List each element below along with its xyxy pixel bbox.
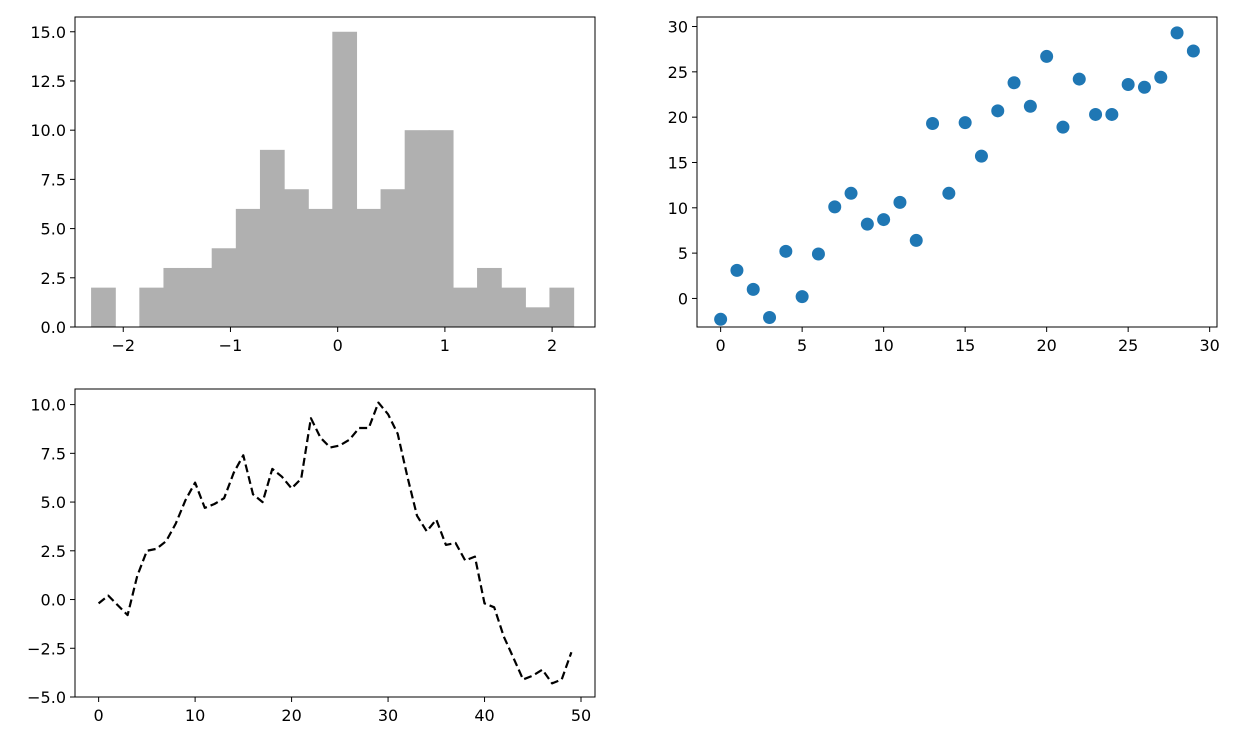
y-tick-label: −2.5 (27, 639, 66, 658)
scatter-point (828, 200, 842, 214)
histogram-bar (452, 287, 478, 327)
x-tick-label: 20 (1036, 336, 1056, 355)
scatter-point (1186, 44, 1200, 58)
histogram-bar (380, 189, 406, 327)
x-tick-label: 40 (474, 706, 494, 725)
histogram-bar (187, 267, 213, 327)
x-tick-label: 1 (440, 336, 450, 355)
x-tick-label: 0 (94, 706, 104, 725)
histogram-bar (163, 267, 189, 327)
scatter-point (1105, 107, 1119, 121)
axes-frame (696, 16, 1218, 328)
y-tick-label: 7.5 (41, 170, 66, 189)
y-tick-label: 7.5 (41, 444, 66, 463)
scatter-point (958, 116, 972, 130)
plot-area (97, 401, 573, 685)
histogram-bar (91, 287, 116, 327)
y-tick-label: 10 (668, 199, 688, 218)
x-tick-label: 30 (378, 706, 398, 725)
x-tick-label: 2 (547, 336, 557, 355)
x-tick-label: 30 (1199, 336, 1219, 355)
series-line (97, 401, 573, 685)
y-tick-label: 0.0 (41, 591, 66, 610)
scatter-point (991, 104, 1005, 118)
histogram-bar (259, 149, 285, 327)
histogram-bar (428, 130, 454, 327)
scatter-point (1023, 99, 1037, 113)
y-tick-label: 5.0 (41, 493, 66, 512)
x-tick-label: −2 (111, 336, 135, 355)
histogram-bar (284, 189, 309, 327)
scatter-panel: 0 5 10 15 20 25 30 0 5 10 15 20 25 30 (668, 16, 1220, 355)
x-tick-label: 10 (185, 706, 205, 725)
plot-area (714, 26, 1200, 326)
histogram-bar (525, 307, 551, 327)
scatter-point (893, 195, 907, 209)
x-tick-label: 5 (797, 336, 807, 355)
histogram-bar (308, 208, 333, 327)
scatter-point (1056, 120, 1070, 134)
scatter-point (1007, 76, 1021, 90)
scatter-point (1137, 80, 1151, 94)
x-tick-label: 10 (873, 336, 893, 355)
y-tick-label: 2.5 (41, 542, 66, 561)
histogram-bar (404, 130, 430, 327)
scatter-point (1089, 107, 1103, 121)
y-tick-label: 5 (678, 244, 688, 263)
scatter-point (1121, 78, 1135, 92)
y-tick-label: 30 (668, 18, 688, 37)
x-tick-label: 25 (1118, 336, 1138, 355)
scatter-point (877, 213, 891, 227)
scatter-point (1072, 72, 1086, 86)
histogram-bar (477, 267, 502, 327)
x-tick-label: 0 (333, 336, 343, 355)
scatter-point (942, 186, 956, 200)
histogram-bar (235, 208, 261, 327)
y-tick-label: 10.0 (30, 396, 66, 415)
scatter-point (926, 117, 940, 131)
y-tick-label: 2.5 (41, 269, 66, 288)
scatter-point (844, 186, 858, 200)
y-tick-label: 15 (668, 153, 688, 172)
plot-area (91, 31, 575, 327)
histogram-bar (139, 287, 165, 327)
histogram-bar (356, 208, 382, 327)
scatter-point (1154, 70, 1168, 84)
x-tick-label: 15 (955, 336, 975, 355)
axes-frame (74, 16, 596, 328)
y-tick-label: 15.0 (30, 23, 66, 42)
scatter-point (779, 244, 793, 258)
scatter-point (909, 233, 923, 247)
histogram-bar (501, 287, 526, 327)
scatter-point (1040, 49, 1054, 63)
scatter-point (730, 263, 744, 277)
y-tick-label: 5.0 (41, 220, 66, 239)
y-tick-label: 12.5 (30, 72, 66, 91)
scatter-point (1170, 26, 1184, 40)
histogram-bar (211, 248, 237, 327)
x-tick-label: 20 (281, 706, 301, 725)
y-tick-label: 10.0 (30, 121, 66, 140)
y-tick-label: −5.0 (27, 688, 66, 707)
scatter-point (763, 310, 777, 324)
y-tick-label: 0.0 (41, 318, 66, 337)
x-tick-label: 50 (571, 706, 591, 725)
axes-frame (74, 388, 596, 698)
y-tick-label: 0 (678, 289, 688, 308)
scatter-point (974, 149, 988, 163)
x-tick-label: −1 (219, 336, 243, 355)
x-tick-label: 0 (716, 336, 726, 355)
scatter-point (860, 217, 874, 231)
histogram-bar (332, 31, 358, 327)
scatter-point (811, 247, 825, 261)
y-tick-label: 25 (668, 63, 688, 82)
histogram-panel: −2 −1 0 1 2 0.0 2.5 5.0 7.5 10.0 12.5 15.0 (30, 16, 596, 355)
scatter-point (746, 282, 760, 296)
line-panel: 0 10 20 30 40 50 −5.0 −2.5 0.0 2.5 5.0 7.5 10.0 (27, 388, 596, 725)
y-tick-label: 20 (668, 108, 688, 127)
histogram-bar (549, 287, 575, 327)
scatter-point (714, 312, 728, 326)
scatter-point (795, 290, 809, 304)
